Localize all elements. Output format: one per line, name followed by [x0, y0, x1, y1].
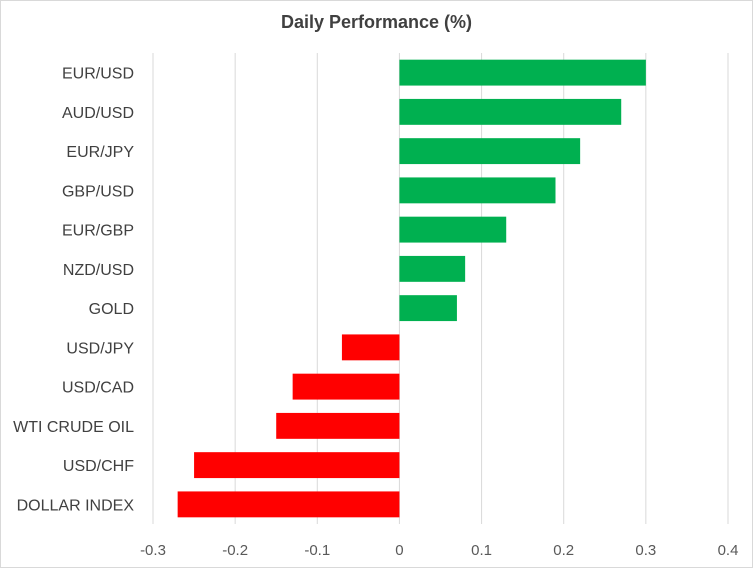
grid-layer: [152, 53, 729, 524]
bar-eur-gbp: [399, 216, 507, 243]
category-label: AUD/USD: [62, 105, 134, 122]
x-tick-label: 0.4: [718, 542, 739, 559]
category-label: DOLLAR INDEX: [17, 497, 135, 514]
category-label: EUR/GBP: [62, 223, 134, 240]
x-tick-label: -0.1: [304, 542, 330, 559]
category-label: USD/JPY: [66, 340, 134, 357]
x-tick-label: 0.2: [553, 542, 574, 559]
x-tick-label: -0.3: [140, 542, 166, 559]
category-label: NZD/USD: [63, 262, 134, 279]
category-label: WTI CRUDE OIL: [13, 419, 134, 436]
x-tick-label: 0.3: [635, 542, 656, 559]
category-label: USD/CAD: [62, 380, 134, 397]
bar-wti-crude-oil: [276, 412, 400, 439]
category-label-layer: EUR/USD AUD/USD EUR/JPY GBP/USD EUR/GBP NZD/U…: [13, 66, 134, 515]
x-tick-label: 0: [395, 542, 403, 559]
bar-eur-usd: [399, 59, 646, 86]
bar-layer: [177, 59, 646, 518]
category-label: EUR/JPY: [66, 144, 134, 161]
bar-nzd-usd: [399, 255, 466, 282]
category-label: USD/CHF: [63, 458, 134, 475]
category-label: EUR/USD: [62, 66, 134, 83]
bar-dollar-index: [177, 491, 400, 518]
bar-usd-chf: [194, 452, 400, 479]
category-label: GBP/USD: [62, 183, 134, 200]
tick-label-layer: -0.3 -0.2 -0.1 0 0.1 0.2 0.3 0.4: [140, 542, 738, 559]
bar-usd-cad: [292, 373, 400, 400]
chart-title: Daily Performance (%): [280, 12, 473, 32]
bar-aud-usd: [399, 98, 622, 125]
bar-gbp-usd: [399, 177, 556, 204]
x-tick-label: 0.1: [471, 542, 492, 559]
bar-eur-jpy: [399, 138, 581, 165]
bar-usd-jpy: [341, 334, 400, 361]
category-label: GOLD: [89, 301, 134, 318]
x-tick-label: -0.2: [222, 542, 248, 559]
bar-gold: [399, 295, 457, 322]
